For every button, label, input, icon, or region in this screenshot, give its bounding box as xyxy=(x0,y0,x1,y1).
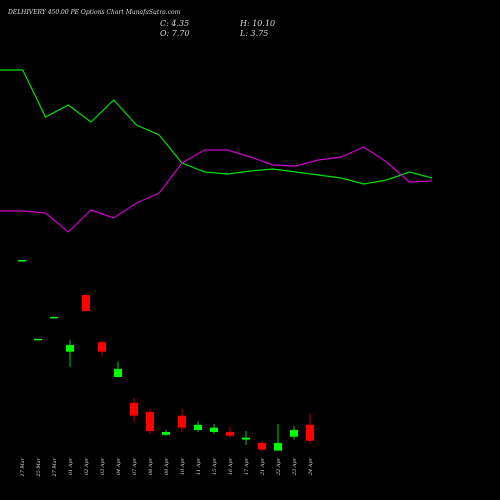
x-tick-label: 16 Apr xyxy=(228,457,234,475)
x-tick-label: 08 Apr xyxy=(148,457,154,475)
candle-body xyxy=(210,427,218,432)
candle-body xyxy=(34,338,42,341)
x-tick-label: 17 Apr xyxy=(244,457,250,475)
candle-body xyxy=(194,424,202,431)
x-tick-label: 07 Apr xyxy=(132,457,138,475)
candle-body xyxy=(50,316,58,319)
x-tick-label: 11 Apr xyxy=(196,457,202,475)
candle-body xyxy=(130,402,138,416)
candle-body xyxy=(18,260,26,262)
candle-body xyxy=(306,424,314,441)
x-tick-label: 22 Apr xyxy=(276,457,282,476)
candle-body xyxy=(226,431,234,436)
x-tick-label: 21 Apr xyxy=(260,457,266,476)
candle-body xyxy=(274,442,282,451)
x-tick-label: 24 Apr xyxy=(308,457,314,476)
candle-body xyxy=(290,430,298,437)
candle-body xyxy=(162,431,170,435)
x-tick-label: 27 Mar xyxy=(52,457,58,477)
indicator-line xyxy=(0,146,433,233)
stat-close: C: 4.35 xyxy=(160,19,189,28)
x-tick-label: 02 Apr xyxy=(84,457,90,475)
candle-body xyxy=(82,294,90,312)
x-tick-label: 25 Mar xyxy=(36,457,42,477)
candle-body xyxy=(114,368,122,378)
candle-body xyxy=(146,411,154,431)
stat-low: L: 3.75 xyxy=(239,29,268,38)
x-tick-label: 03 Apr xyxy=(100,457,106,475)
candle-body xyxy=(258,442,266,450)
x-tick-label: 23 Apr xyxy=(292,457,298,476)
stat-open: O: 7.70 xyxy=(160,29,190,38)
stat-high: H: 10.10 xyxy=(239,19,275,28)
x-tick-label: 17 Mar xyxy=(20,457,26,476)
x-tick-label: 01 Apr xyxy=(68,457,74,475)
candle-body xyxy=(66,345,74,352)
x-tick-label: 09 Apr xyxy=(164,457,170,475)
x-tick-label: 04 Apr xyxy=(116,457,122,475)
candle-body xyxy=(98,342,106,352)
x-tick-label: 15 Apr xyxy=(212,457,218,475)
candle-body xyxy=(242,437,250,440)
candle-body xyxy=(178,415,186,428)
indicator-line xyxy=(0,69,433,185)
x-tick-label: 10 Apr xyxy=(180,457,186,475)
chart-title: DELHIVERY 450.00 PE Options Chart Munafa… xyxy=(7,9,181,16)
